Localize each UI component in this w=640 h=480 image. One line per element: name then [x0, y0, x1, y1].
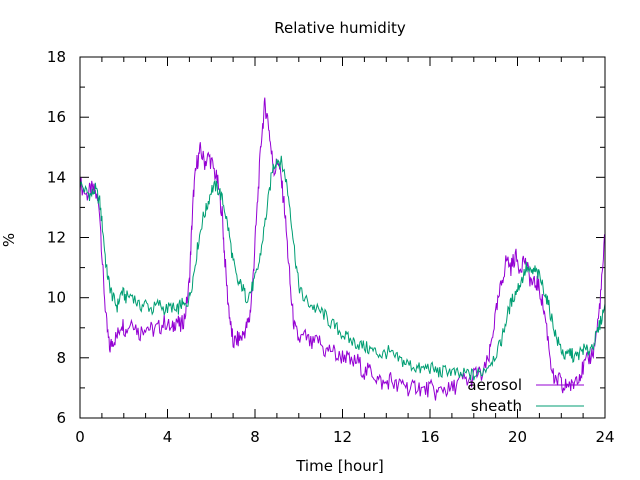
- y-axis-label: %: [0, 233, 18, 247]
- x-tick-label: 8: [250, 428, 260, 446]
- chart-title: Relative humidity: [274, 19, 406, 37]
- x-tick-label: 20: [508, 428, 527, 446]
- plot-frame: [79, 56, 606, 419]
- y-tick-label: 14: [47, 168, 66, 186]
- legend-label-aerosol: aerosol: [467, 376, 522, 394]
- y-tick-label: 18: [47, 48, 66, 66]
- legend: aerosol sheath: [467, 376, 584, 415]
- x-tick-label: 0: [75, 428, 85, 446]
- x-tick-label: 4: [163, 428, 173, 446]
- x-tick-label: 12: [333, 428, 352, 446]
- x-tick-label: 24: [595, 428, 614, 446]
- y-tick-label: 8: [56, 349, 66, 367]
- x-tick-label: 16: [420, 428, 439, 446]
- y-tick-label: 10: [47, 289, 66, 307]
- legend-label-sheath: sheath: [471, 397, 522, 415]
- y-tick-label: 6: [56, 409, 66, 427]
- series-line-sheath: [79, 155, 606, 381]
- axis-ticks: 0 4 8 12 16 20 24 6 8 10 12 14 16 18: [47, 48, 615, 446]
- series-lines: [79, 97, 606, 401]
- x-axis-label: Time [hour]: [295, 457, 384, 475]
- y-tick-label: 12: [47, 229, 66, 247]
- y-tick-label: 16: [47, 108, 66, 126]
